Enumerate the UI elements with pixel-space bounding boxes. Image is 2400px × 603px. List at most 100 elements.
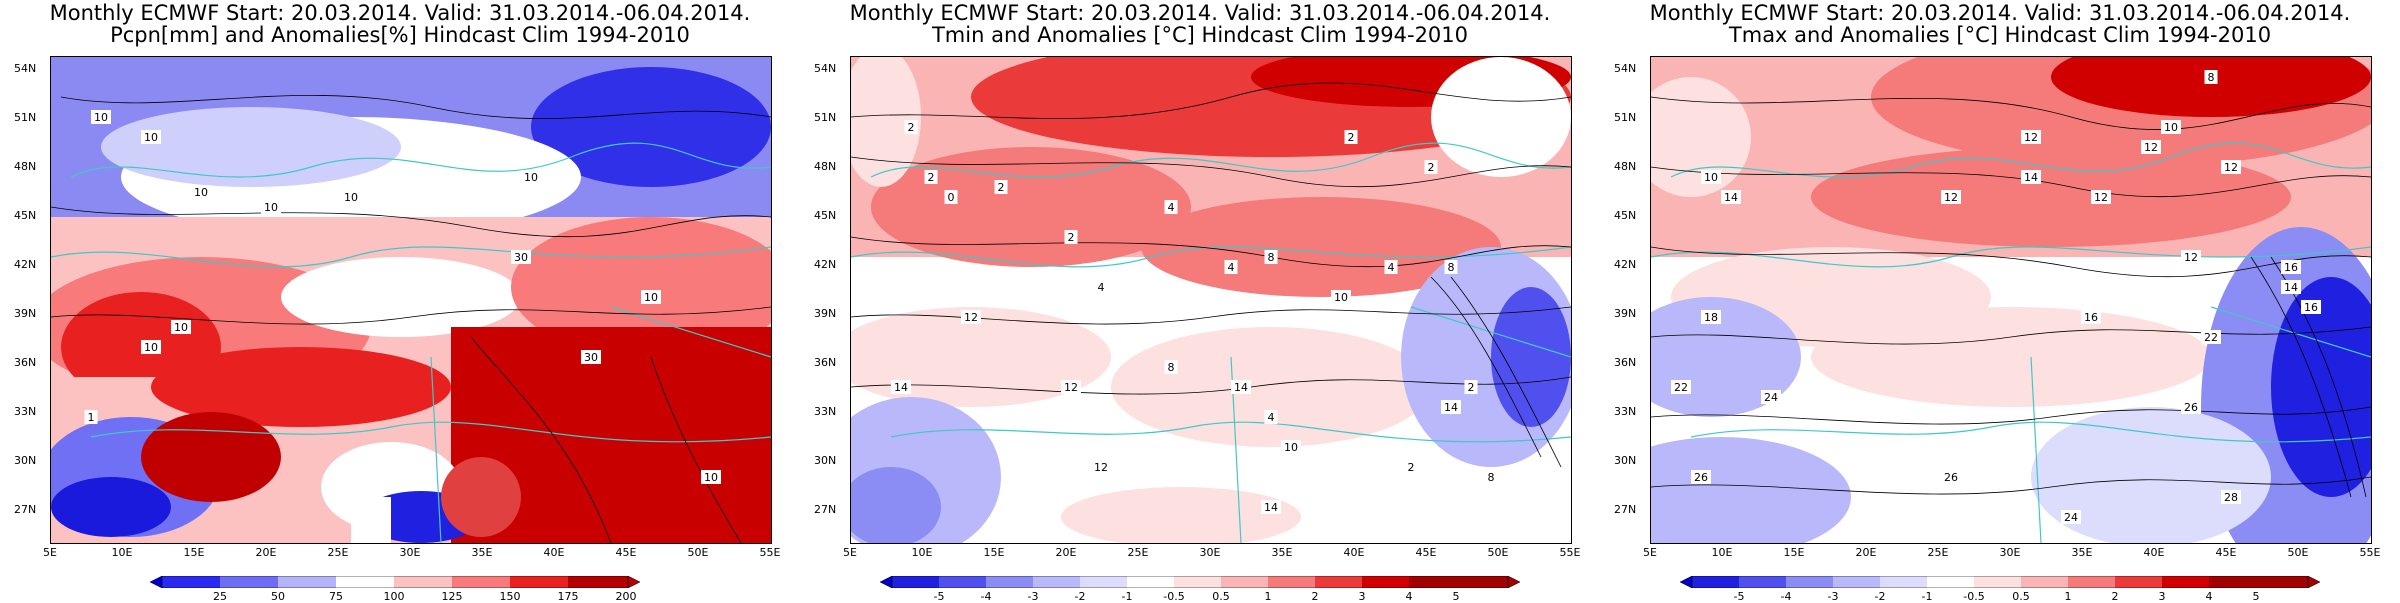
contour-label: 18 <box>1701 310 1721 324</box>
svg-text:2: 2 <box>928 171 935 184</box>
svg-text:24: 24 <box>1764 391 1778 404</box>
lat-label: 33N <box>14 405 37 418</box>
colorbar-label: 3 <box>2158 590 2166 603</box>
contour-label: 14 <box>2281 280 2301 294</box>
svg-text:4: 4 <box>1168 201 1175 214</box>
svg-text:4: 4 <box>1268 411 1275 424</box>
contour-label: 22 <box>2201 330 2221 344</box>
tmin-panel: Monthly ECMWF Start: 20.03.2014. Valid: … <box>800 0 1600 603</box>
colorbar-label: -4 <box>980 590 992 603</box>
svg-text:16: 16 <box>2304 301 2318 314</box>
colorbar-label: 1 <box>2064 590 2072 603</box>
colorbar-label: -4 <box>1780 590 1792 603</box>
lon-label: 10E <box>1711 546 1733 559</box>
panel-title-line2: Pcpn[mm] and Anomalies[%] Hindcast Clim … <box>110 23 690 47</box>
svg-text:10: 10 <box>1704 171 1718 184</box>
contour-label: 2 <box>1404 460 1418 474</box>
svg-text:10: 10 <box>344 191 358 204</box>
lon-label: 20E <box>255 546 277 559</box>
contour-label: 10 <box>171 320 191 334</box>
contour-label: 30 <box>581 350 601 364</box>
svg-text:10: 10 <box>1284 441 1298 454</box>
contour-label: 12 <box>2091 190 2111 204</box>
lat-label: 36N <box>14 356 37 369</box>
colorbar <box>1680 576 2320 588</box>
contour-label: 2 <box>994 180 1008 194</box>
tmax-map-shading: 8 12 10 12 12 12 10 14 14 12 12 16 16 18 22 24 26 26 24 22 2… <box>1651 57 2371 543</box>
svg-text:26: 26 <box>1694 471 1708 484</box>
lon-label: 45E <box>1415 546 1437 559</box>
contour-label: 26 <box>2181 400 2201 414</box>
svg-text:2: 2 <box>1428 161 1435 174</box>
svg-text:2: 2 <box>1068 231 1075 244</box>
colorbar-label: -3 <box>1027 590 1039 603</box>
contour-label: 26 <box>1691 470 1711 484</box>
lat-label: 33N <box>814 405 837 418</box>
contour-label: 10 <box>141 130 161 144</box>
contour-label: 10 <box>1281 440 1301 454</box>
colorbar-label: 5 <box>1452 590 1460 603</box>
svg-text:12: 12 <box>1064 381 1078 394</box>
lon-label: 45E <box>615 546 637 559</box>
lon-label: 30E <box>399 546 421 559</box>
svg-text:24: 24 <box>2064 511 2078 524</box>
contour-label: 12 <box>2141 140 2161 154</box>
lat-label: 39N <box>1614 307 1637 320</box>
contour-label: 10 <box>701 470 721 484</box>
svg-text:10: 10 <box>144 341 158 354</box>
contour-label: 10 <box>341 190 361 204</box>
svg-text:12: 12 <box>1094 461 1108 474</box>
svg-text:10: 10 <box>2164 121 2178 134</box>
contour-label: 4 <box>1094 280 1108 294</box>
lon-label: 25E <box>1927 546 1949 559</box>
colorbar-label: -5 <box>933 590 945 603</box>
svg-text:10: 10 <box>174 321 188 334</box>
lon-label: 55E <box>759 546 781 559</box>
lon-label: 25E <box>1127 546 1149 559</box>
lon-label: 50E <box>2287 546 2309 559</box>
contour-label: 2 <box>924 170 938 184</box>
contour-label: 12 <box>1091 460 1111 474</box>
colorbar-label: 0.5 <box>1212 590 1230 603</box>
svg-text:2: 2 <box>998 181 1005 194</box>
svg-text:10: 10 <box>704 471 718 484</box>
contour-label: 26 <box>1941 470 1961 484</box>
lon-label: 55E <box>1559 546 1581 559</box>
svg-text:1: 1 <box>88 411 95 424</box>
contour-label: 2 <box>1064 230 1078 244</box>
contour-label: 10 <box>1701 170 1721 184</box>
lon-label: 50E <box>687 546 709 559</box>
tmin-map: 2 2 0 2 2 4 4 4 8 10 4 8 2 2 12 14 12 8 14 4 10 2 14 12 2 8 14 <box>850 56 1572 544</box>
svg-text:2: 2 <box>1408 461 1415 474</box>
colorbar-label: 2 <box>2111 590 2119 603</box>
svg-text:8: 8 <box>1168 361 1175 374</box>
svg-text:26: 26 <box>1944 471 1958 484</box>
contour-label: 0 <box>944 190 958 204</box>
lon-label: 10E <box>911 546 933 559</box>
colorbar-label: 0.5 <box>2012 590 2030 603</box>
svg-text:30: 30 <box>584 351 598 364</box>
lon-label: 55E <box>2359 546 2381 559</box>
lon-label: 30E <box>1199 546 1221 559</box>
svg-text:12: 12 <box>2094 191 2108 204</box>
lat-label: 48N <box>1614 160 1637 173</box>
svg-text:28: 28 <box>2224 491 2238 504</box>
tmax-panel: Monthly ECMWF Start: 20.03.2014. Valid: … <box>1600 0 2400 603</box>
colorbar-label: -3 <box>1827 590 1839 603</box>
colorbar-label: -1 <box>1921 590 1933 603</box>
lat-label: 45N <box>814 209 837 222</box>
lon-label: 20E <box>1055 546 1077 559</box>
lat-label: 27N <box>814 503 837 516</box>
lon-label: 35E <box>2071 546 2093 559</box>
colorbar-swatches <box>880 576 1520 588</box>
colorbar-label: -2 <box>1874 590 1886 603</box>
contour-label: 16 <box>2081 310 2101 324</box>
lat-label: 48N <box>14 160 37 173</box>
panel-title-line1: Monthly ECMWF Start: 20.03.2014. Valid: … <box>849 1 1551 25</box>
contour-label: 12 <box>961 310 981 324</box>
lat-label: 51N <box>14 111 37 124</box>
colorbar <box>150 576 640 588</box>
panel-title-line2: Tmax and Anomalies [°C] Hindcast Clim 19… <box>1728 23 2272 47</box>
contour-label: 10 <box>641 290 661 304</box>
